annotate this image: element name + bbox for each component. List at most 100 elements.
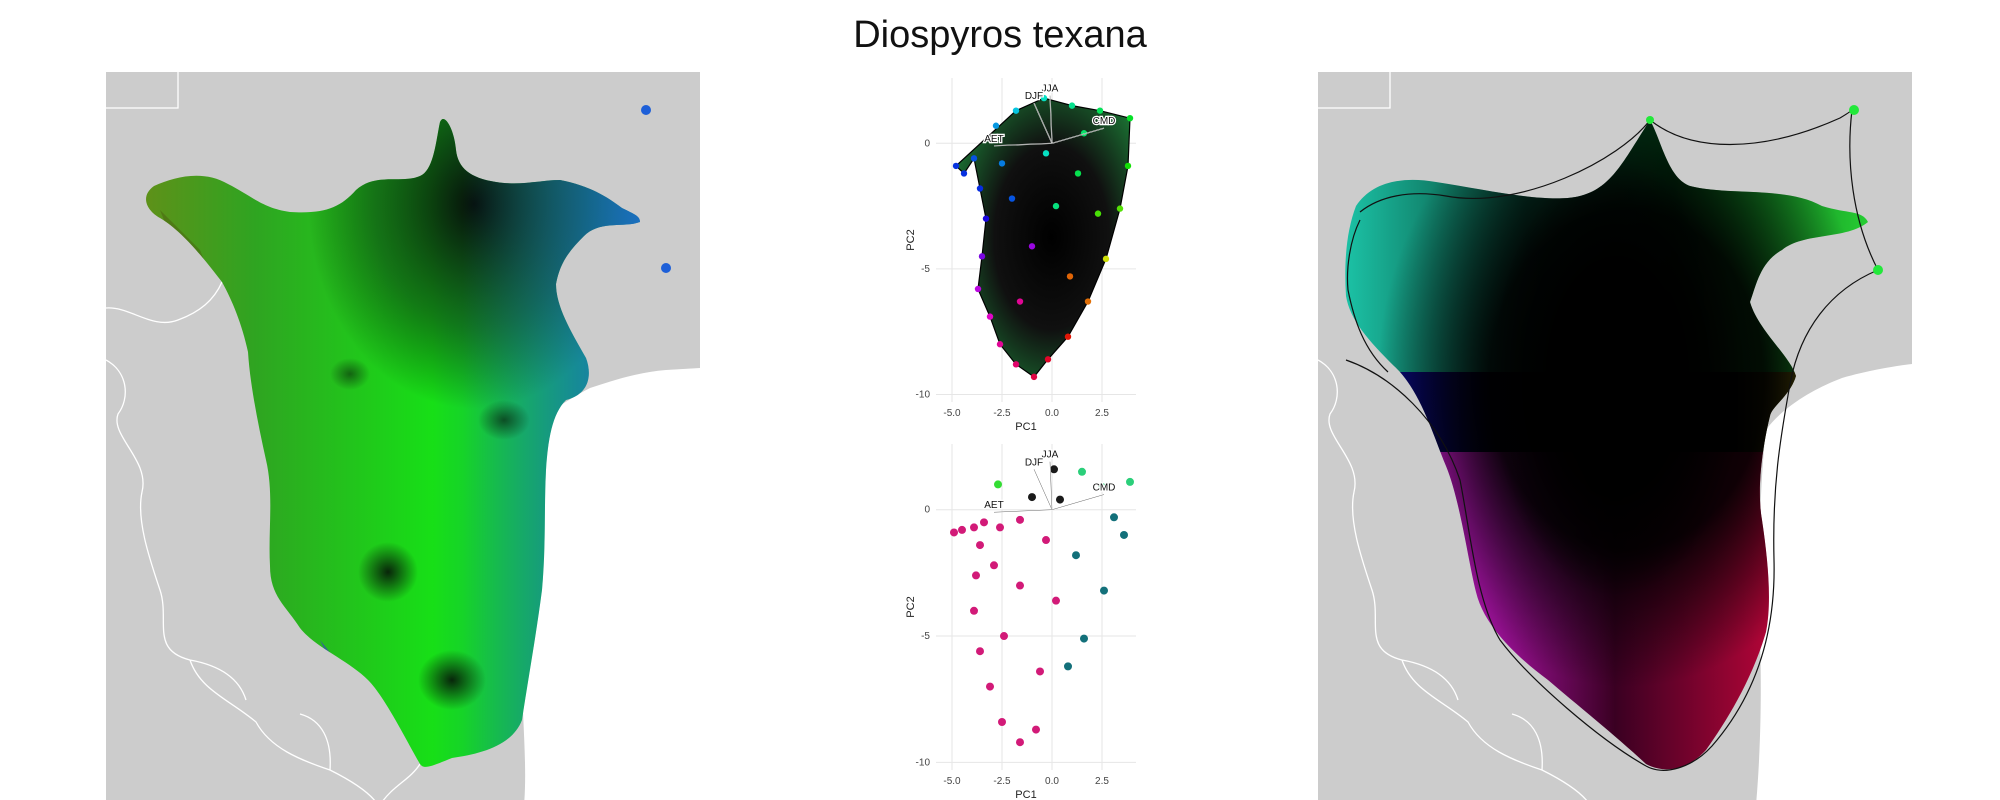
x-tick-label: 0.0	[1045, 776, 1059, 787]
scatter-point	[1098, 482, 1106, 491]
x-axis-label: PC1	[1015, 789, 1036, 800]
scatter-point	[1110, 513, 1118, 522]
scatter-point	[986, 682, 994, 691]
x-tick-label: 0.0	[1045, 408, 1059, 419]
scatter-point	[976, 185, 984, 192]
scatter-point	[1078, 467, 1086, 476]
scatter-point	[1012, 361, 1020, 368]
scatter-point	[982, 215, 990, 222]
scatter-point	[970, 606, 978, 615]
x-tick-label: -5.0	[943, 408, 961, 419]
x-axis-label: PC1	[1015, 421, 1036, 433]
scatter-point	[1074, 170, 1082, 177]
scatter-point	[1052, 596, 1060, 605]
left-map-ocean	[521, 368, 700, 800]
y-tick-label: 0	[924, 505, 930, 516]
scatter-point	[978, 253, 986, 260]
scatter-point	[1084, 298, 1092, 305]
vector-label: DJF	[1025, 457, 1043, 468]
y-axis-label: PC2	[905, 229, 917, 250]
scatter-point	[1064, 333, 1072, 340]
y-tick-label: 0	[924, 138, 930, 149]
scatter-point	[986, 313, 994, 320]
scatter-point	[1056, 495, 1064, 504]
occurrence-point	[1646, 116, 1654, 124]
vector-label: JJA	[1042, 84, 1059, 95]
vector-label: AET	[984, 500, 1003, 511]
scatter-point	[1028, 243, 1036, 250]
loading-vector-core	[1051, 494, 1105, 510]
occurrence-point	[1849, 105, 1859, 115]
scatter-point	[1116, 205, 1124, 212]
scatter-point	[996, 523, 1004, 532]
occurrence-point	[1873, 265, 1883, 275]
scatter-point	[952, 162, 960, 170]
scatter-point	[1096, 107, 1104, 114]
scatter-point	[1042, 536, 1050, 545]
occurrence-point	[661, 263, 671, 273]
loading-vector-core	[1051, 127, 1105, 144]
vector-label: CMD	[1093, 483, 1116, 494]
y-tick-label: -5	[921, 631, 930, 642]
loading-vector-core	[1049, 461, 1053, 510]
scatter-point	[1036, 667, 1044, 676]
x-tick-label: 2.5	[1095, 776, 1109, 787]
scatter-point	[1028, 493, 1036, 502]
loading-vector-core	[1033, 469, 1053, 510]
y-tick-label: -10	[916, 757, 931, 768]
left-map	[106, 72, 700, 800]
scatter-point	[1012, 107, 1020, 114]
scatter-point	[990, 561, 998, 570]
y-axis-label: PC2	[905, 596, 917, 617]
scatter-point	[972, 571, 980, 580]
vector-label: DJF	[1025, 91, 1043, 102]
scatter-point	[1052, 202, 1060, 210]
range-hull-outline-west	[1345, 359, 1647, 767]
vector-label: AET	[984, 134, 1003, 145]
vector-label: CMD	[1093, 116, 1116, 127]
right-map	[1318, 72, 1912, 800]
scatter-point	[970, 523, 978, 532]
scatter-point	[980, 518, 988, 527]
scatter-point	[1032, 725, 1040, 734]
loading-vector-core	[993, 509, 1053, 513]
scatter-point	[1016, 515, 1024, 524]
scatter-point	[1068, 102, 1076, 109]
scatter-point	[1016, 581, 1024, 590]
x-tick-label: -2.5	[993, 408, 1011, 419]
right-map-ocean	[1756, 364, 1912, 800]
left-map-borders	[106, 72, 616, 800]
scatter-point	[1102, 255, 1110, 263]
scatter-point	[970, 155, 978, 162]
scatter-point	[994, 480, 1002, 489]
loading-vector-core	[1033, 103, 1053, 144]
scatter-point	[1066, 273, 1074, 280]
scatter-point	[1094, 210, 1102, 217]
scatter-point	[950, 528, 958, 537]
scatter-point	[996, 341, 1004, 348]
y-tick-label: -10	[916, 389, 931, 400]
page-title: Diospyros texana	[853, 14, 1147, 56]
scatter-point	[1100, 586, 1108, 595]
scatter-point	[1042, 150, 1050, 157]
x-tick-label: -5.0	[943, 776, 961, 787]
scatter-point	[1126, 477, 1134, 486]
scatter-point	[1030, 373, 1038, 381]
vector-label: JJA	[1042, 450, 1059, 461]
occurrence-point	[641, 105, 651, 115]
scatter-point	[1072, 551, 1080, 560]
scatter-point	[1080, 634, 1088, 643]
pca-hull	[955, 97, 1131, 378]
y-tick-label: -5	[921, 264, 930, 275]
scatter-point	[1120, 530, 1128, 539]
scatter-point	[976, 647, 984, 656]
range-hull-outline	[1346, 108, 1879, 771]
loading-vector-core	[993, 143, 1053, 147]
scatter-point	[974, 285, 982, 293]
scatter-point	[1016, 738, 1024, 747]
scatter-point	[998, 717, 1006, 726]
scatter-point	[1040, 94, 1048, 102]
